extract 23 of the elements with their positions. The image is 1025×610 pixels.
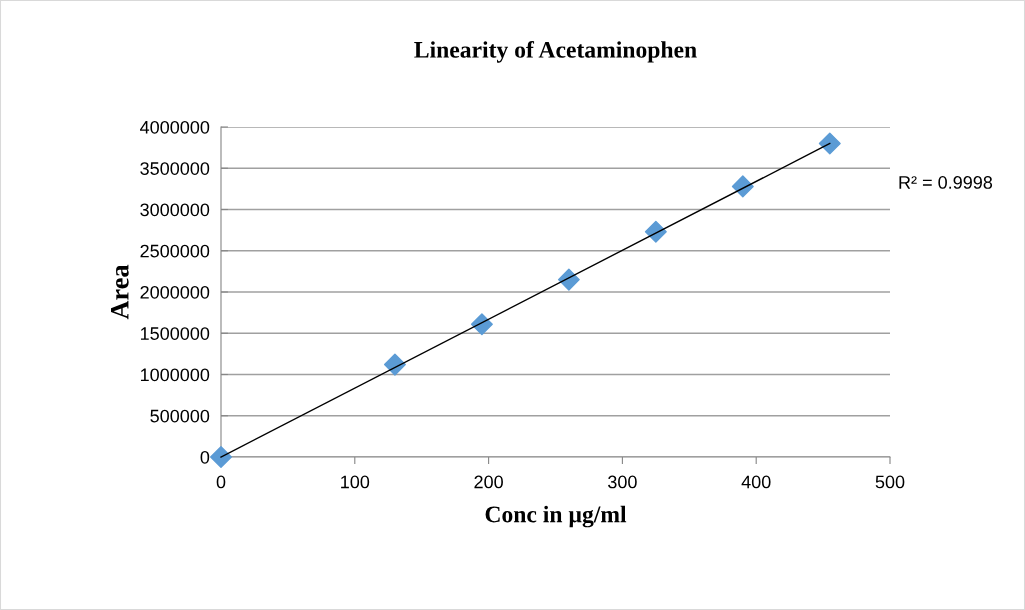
x-tick-label: 400	[741, 475, 771, 489]
y-tick-label: 2000000	[140, 285, 210, 299]
y-tick-label: 3500000	[140, 162, 210, 175]
x-tick-label: 100	[341, 475, 370, 489]
x-tick-label: 500	[875, 475, 905, 489]
x-axis-title: Conc in µg/ml	[485, 505, 627, 528]
chart-title: Linearity of Acetaminophen	[414, 40, 697, 63]
y-tick-label: 500000	[150, 409, 210, 423]
y-tick-label: 0	[200, 450, 210, 464]
y-tick-label: 4000000	[140, 120, 210, 134]
y-tick-label: 1000000	[140, 368, 210, 382]
y-tick-label: 1500000	[140, 327, 210, 340]
point	[557, 268, 580, 291]
x-tick-label: 300	[608, 475, 637, 489]
y-axis-title: Area	[111, 264, 129, 320]
y-tick-label: 2500000	[140, 244, 210, 258]
point	[818, 132, 841, 155]
x-tick-label: 200	[474, 475, 503, 489]
point	[731, 175, 754, 198]
x-tick-label: 0	[216, 475, 226, 489]
text: R² = 0.9998	[899, 176, 993, 189]
y-tick-label: 3000000	[140, 203, 210, 217]
point	[210, 446, 232, 468]
